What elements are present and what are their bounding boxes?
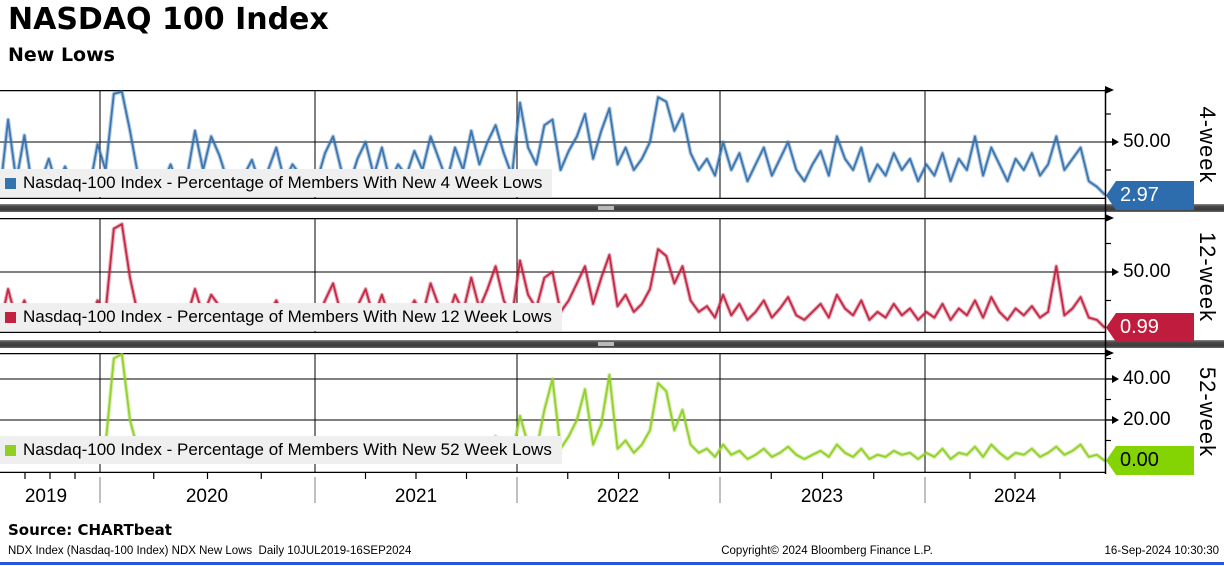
y-tick-label: 50.00: [1123, 261, 1171, 282]
panel-splitter[interactable]: [0, 340, 1224, 348]
y-tick-label: 20.00: [1123, 409, 1171, 430]
year-label: 2019: [24, 486, 68, 507]
splitter-grip-icon[interactable]: [598, 206, 614, 210]
legend-item[interactable]: Nasdaq-100 Index - Percentage of Members…: [0, 436, 562, 464]
legend-item[interactable]: Nasdaq-100 Index - Percentage of Members…: [0, 169, 553, 197]
y-tick-label: 40.00: [1123, 368, 1171, 389]
panel-12-week[interactable]: Nasdaq-100 Index - Percentage of Members…: [0, 218, 1105, 333]
chart-title: NASDAQ 100 Index: [8, 2, 329, 37]
chart-subtitle: New Lows: [8, 44, 115, 66]
legend-swatch-icon: [5, 177, 16, 189]
period-label: 12-week: [1195, 231, 1220, 323]
panel-52-week[interactable]: Nasdaq-100 Index - Percentage of Members…: [0, 353, 1105, 473]
year-label: 2020: [185, 486, 229, 507]
legend-label: Nasdaq-100 Index - Percentage of Members…: [23, 440, 552, 459]
footer-source: Source: CHARTbeat: [8, 521, 172, 539]
legend-swatch-icon: [5, 311, 16, 323]
footer-disclaimer: NDX Index (Nasdaq-100 Index) NDX New Low…: [8, 545, 412, 557]
last-value-tag: 0.99: [1106, 313, 1194, 342]
panel-4-week[interactable]: Nasdaq-100 Index - Percentage of Members…: [0, 90, 1105, 199]
panel-splitter[interactable]: [0, 204, 1224, 212]
period-label: 4-week: [1195, 106, 1220, 184]
legend-label: Nasdaq-100 Index - Percentage of Members…: [23, 307, 552, 326]
last-value-tag: 2.97: [1106, 181, 1194, 210]
footer-timestamp: 16-Sep-2024 10:30:30: [1104, 545, 1219, 557]
legend-item[interactable]: Nasdaq-100 Index - Percentage of Members…: [0, 303, 562, 331]
period-label: 52-week: [1195, 366, 1220, 458]
bottom-accent-bar: [0, 562, 1224, 565]
year-label: 2022: [596, 486, 640, 507]
legend-label: Nasdaq-100 Index - Percentage of Members…: [23, 173, 543, 192]
year-label: 2021: [394, 486, 438, 507]
y-tick-label: 50.00: [1123, 131, 1171, 152]
splitter-grip-icon[interactable]: [598, 342, 614, 346]
footer-copyright: Copyright© 2024 Bloomberg Finance L.P.: [721, 545, 933, 557]
last-value-tag: 0.00: [1106, 446, 1194, 475]
legend-swatch-icon: [5, 444, 16, 456]
year-label: 2023: [800, 486, 844, 507]
year-label: 2024: [993, 486, 1037, 507]
